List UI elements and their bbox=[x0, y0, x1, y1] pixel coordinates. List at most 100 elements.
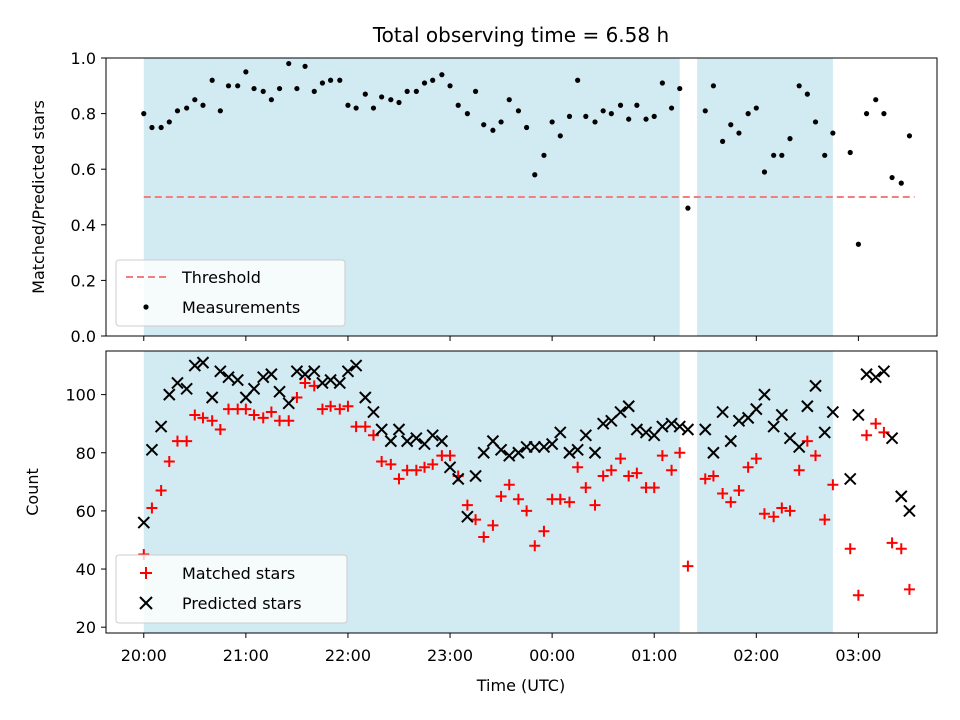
predicted-star-point bbox=[775, 408, 789, 422]
measurement-point bbox=[889, 174, 895, 181]
matched-star-point bbox=[538, 525, 550, 537]
predicted-star-point bbox=[673, 420, 686, 433]
measurement-point bbox=[710, 83, 717, 89]
measurement-point bbox=[583, 113, 589, 119]
measurement-point bbox=[634, 102, 640, 108]
x-tick-label: 20:00 bbox=[121, 646, 167, 665]
bottom-y-tick-label: 100 bbox=[65, 386, 96, 405]
matched-star-point bbox=[376, 455, 388, 467]
matched-star-point bbox=[707, 470, 719, 482]
measurement-point bbox=[498, 119, 504, 125]
top-y-tick-label: 1.0 bbox=[71, 49, 96, 68]
measurement-point bbox=[200, 102, 206, 108]
measurement-point bbox=[243, 69, 249, 75]
measurement-point bbox=[192, 97, 198, 103]
measurement-point bbox=[685, 205, 691, 211]
measurement-point bbox=[217, 108, 223, 114]
predicted-star-point bbox=[435, 434, 449, 448]
predicted-star-point bbox=[614, 405, 627, 419]
matched-star-point bbox=[334, 403, 346, 415]
bottom-panel: 20 40 60 80 100 20:00 21:00 22:00 23:00 00:00 01:… bbox=[23, 350, 938, 695]
measurement-point bbox=[506, 97, 512, 103]
measurement-point bbox=[362, 91, 368, 97]
matched-star-point bbox=[682, 560, 694, 572]
bottom-y-tick-label: 80 bbox=[76, 444, 96, 463]
matched-star-point bbox=[666, 464, 678, 476]
bottom-y-axis-label: Count bbox=[23, 468, 42, 516]
measurement-point bbox=[873, 97, 879, 103]
measurement-point bbox=[702, 108, 708, 114]
top-y-tick-label: 0.4 bbox=[71, 216, 96, 235]
matched-star-point bbox=[419, 461, 431, 473]
matched-star-point bbox=[827, 479, 839, 491]
top-y-tick-label: 0.2 bbox=[71, 271, 96, 290]
matched-star-point bbox=[461, 499, 473, 511]
matched-star-point bbox=[623, 470, 635, 482]
top-y-tick-label: 0.6 bbox=[71, 160, 96, 179]
measurement-point bbox=[600, 108, 606, 114]
matched-star-point bbox=[861, 429, 873, 441]
matched-star-point bbox=[597, 470, 609, 482]
measurement-point bbox=[345, 102, 351, 108]
bottom-y-axis-ticks: 20 40 60 80 100 bbox=[65, 386, 106, 637]
observing-window-bottom-2 bbox=[697, 351, 833, 633]
x-tick-label: 22:00 bbox=[325, 646, 371, 665]
predicted-star-point bbox=[699, 423, 712, 436]
predicted-star-point bbox=[222, 370, 235, 384]
predicted-star-point bbox=[163, 388, 176, 401]
predicted-star-point bbox=[494, 443, 508, 457]
measurement-point bbox=[276, 85, 283, 92]
predicted-star-point bbox=[265, 368, 278, 381]
measurement-point bbox=[166, 119, 172, 125]
x-tick-label: 00:00 bbox=[529, 646, 575, 665]
matched-star-point bbox=[163, 455, 175, 467]
measurement-point bbox=[626, 116, 632, 122]
top-legend: Threshold Measurements bbox=[115, 259, 346, 327]
measurement-point bbox=[404, 88, 410, 94]
predicted-star-point bbox=[188, 359, 202, 372]
measurement-point bbox=[643, 116, 649, 122]
predicted-star-point bbox=[298, 368, 312, 381]
matched-star-point bbox=[852, 589, 864, 601]
matched-star-point bbox=[410, 464, 422, 476]
predicted-star-point bbox=[333, 376, 346, 390]
bottom-legend: Matched stars Predicted stars bbox=[115, 554, 348, 624]
matched-star-point bbox=[240, 403, 252, 415]
matched-star-point bbox=[784, 505, 796, 517]
measurement-point bbox=[592, 119, 598, 125]
predicted-star-point bbox=[426, 429, 439, 442]
measurement-point bbox=[158, 124, 164, 131]
predicted-star-point bbox=[885, 432, 899, 445]
legend-measurements-label: Measurements bbox=[182, 298, 300, 317]
predicted-star-point bbox=[545, 437, 559, 451]
measurement-point bbox=[779, 152, 785, 158]
matched-star-point bbox=[648, 482, 660, 494]
predicted-star-point bbox=[171, 376, 184, 390]
predicted-star-point bbox=[588, 446, 602, 459]
matched-star-point bbox=[350, 421, 362, 433]
matched-star-point bbox=[699, 473, 711, 485]
matched-star-point bbox=[265, 406, 277, 418]
measurement-point bbox=[668, 105, 675, 111]
matched-star-point bbox=[776, 502, 788, 514]
measurement-point bbox=[524, 124, 530, 131]
matched-star-point bbox=[529, 540, 541, 552]
measurement-point bbox=[379, 94, 385, 100]
measurement-point bbox=[421, 80, 428, 86]
measurement-point bbox=[651, 113, 657, 119]
predicted-star-point bbox=[801, 400, 814, 413]
predicted-star-point bbox=[579, 429, 593, 442]
measurement-point bbox=[736, 130, 742, 136]
measurement-point bbox=[286, 60, 292, 67]
predicted-star-point bbox=[410, 432, 423, 445]
top-legend-box bbox=[115, 259, 346, 327]
matched-star-point bbox=[521, 505, 533, 517]
predicted-star-point bbox=[400, 434, 414, 448]
measurement-point bbox=[302, 63, 308, 69]
matched-star-point bbox=[274, 415, 286, 427]
measurement-point bbox=[447, 83, 453, 89]
measurement-point bbox=[327, 77, 334, 83]
matched-star-point bbox=[674, 447, 686, 459]
predicted-star-point bbox=[214, 365, 227, 378]
